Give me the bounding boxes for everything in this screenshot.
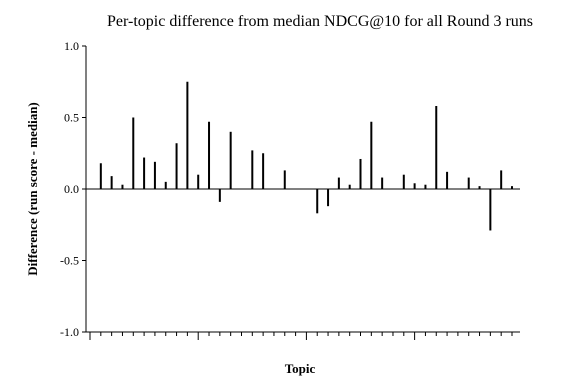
y-tick-label: 0.0 [64,182,79,196]
x-ticks [89,332,513,340]
x-axis-label: Topic [285,361,316,376]
chart-title: Per-topic difference from median NDCG@10… [107,13,533,30]
bars [99,81,513,231]
y-axis-label: Difference (run score - median) [25,102,40,276]
y-ticks: 1.0 0.5 0.0 -0.5 -1.0 [60,39,86,339]
y-tick-label: -0.5 [60,254,79,268]
y-tick-label: -1.0 [60,325,79,339]
y-tick-label: 1.0 [64,39,79,53]
y-tick-label: 0.5 [64,111,79,125]
